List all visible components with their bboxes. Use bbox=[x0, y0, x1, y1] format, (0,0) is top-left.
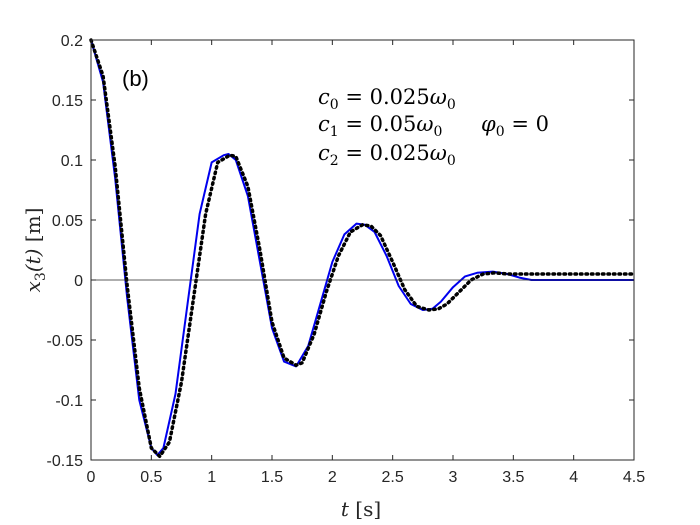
annotation-phi0: φ0 = 0 bbox=[481, 112, 549, 140]
y-tick-label: -0.05 bbox=[47, 333, 84, 350]
x-tick-label: 2 bbox=[328, 469, 337, 486]
y-tick-label: 0.1 bbox=[61, 153, 83, 170]
svg-text:φ0 = 0: φ0 = 0 bbox=[481, 112, 549, 140]
series-line-1 bbox=[89, 38, 636, 459]
x-tick-label: 3 bbox=[449, 469, 458, 486]
y-axis-label: x3(t) [m] bbox=[21, 208, 49, 293]
x-tick-label: 0.5 bbox=[140, 469, 162, 486]
annotation-c2: c2 = 0.025ω0 bbox=[318, 141, 456, 169]
axes-layer: 0 0.5 1 1.5 2 2.5 3 3.5 4 4.5 -0.15 -0.1 -0.05 0 0.05 0… bbox=[47, 33, 646, 486]
svg-text:c0 = 0.025ω0: c0 = 0.025ω0 bbox=[318, 85, 456, 113]
y-tick-label: 0.05 bbox=[52, 213, 83, 230]
x-tick-label: 4.5 bbox=[623, 469, 645, 486]
y-tick-label: -0.15 bbox=[47, 453, 84, 470]
svg-text:c2 = 0.025ω0: c2 = 0.025ω0 bbox=[318, 141, 456, 169]
x-axis-label: t [s] bbox=[341, 497, 381, 521]
series-layer bbox=[89, 38, 636, 459]
y-tick-label: -0.1 bbox=[55, 393, 83, 410]
annotation-c0: c0 = 0.025ω0 bbox=[318, 85, 456, 113]
x-tick-label: 2.5 bbox=[382, 469, 404, 486]
annotation-c1: c1 = 0.05ω0 bbox=[318, 112, 442, 140]
x-tick-label: 4 bbox=[569, 469, 578, 486]
x-tick-label: 1 bbox=[207, 469, 216, 486]
y-tick-label: 0.15 bbox=[52, 93, 83, 110]
panel-label: (b) bbox=[122, 66, 149, 91]
x-tick-label: 1.5 bbox=[261, 469, 283, 486]
series-line-0 bbox=[90, 39, 634, 457]
svg-text:c1 = 0.05ω0: c1 = 0.05ω0 bbox=[318, 112, 442, 140]
y-tick-label: 0 bbox=[74, 273, 83, 290]
y-tick-label: 0.2 bbox=[61, 33, 83, 50]
plot-frame bbox=[90, 39, 635, 461]
x-tick-label: 0 bbox=[87, 469, 96, 486]
x-tick-label: 3.5 bbox=[502, 469, 524, 486]
